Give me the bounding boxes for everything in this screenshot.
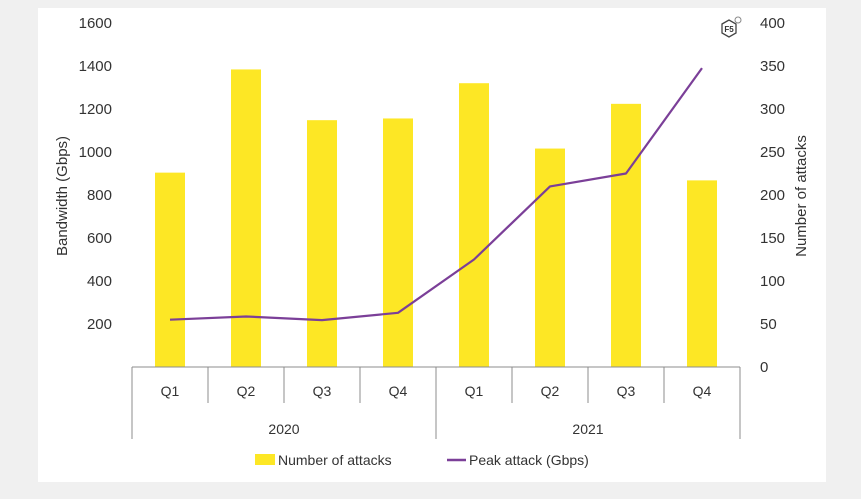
x-tick-6: Q3 xyxy=(617,383,636,399)
legend-label-line: Peak attack (Gbps) xyxy=(469,452,589,468)
bar-7 xyxy=(687,180,717,367)
legend-label-bars: Number of attacks xyxy=(278,452,392,468)
y-tick-left-0: 200 xyxy=(87,316,112,333)
y-tick-left-1: 400 xyxy=(87,273,112,290)
y-tick-right-7: 350 xyxy=(760,58,785,75)
y-tick-left-3: 800 xyxy=(87,187,112,204)
x-tick-0: Q1 xyxy=(161,383,180,399)
bar-5 xyxy=(535,148,565,367)
x-tick-5: Q2 xyxy=(541,383,560,399)
y-tick-left-2: 600 xyxy=(87,230,112,247)
x-tick-1: Q2 xyxy=(237,383,256,399)
legend-swatch-bars xyxy=(255,454,275,465)
bar-1 xyxy=(231,69,261,367)
x-group-1: 2021 xyxy=(572,421,603,437)
bar-0 xyxy=(155,172,185,367)
x-tick-2: Q3 xyxy=(313,383,332,399)
y-tick-right-4: 200 xyxy=(760,187,785,204)
line-peak-attack xyxy=(169,67,703,322)
y-tick-left-7: 1600 xyxy=(79,15,112,32)
y-axis-title-right: Number of attacks xyxy=(793,135,810,257)
y-tick-right-1: 50 xyxy=(760,316,777,333)
x-group-0: 2020 xyxy=(268,421,299,437)
bar-2 xyxy=(307,120,337,368)
f5-logo-icon: F5 xyxy=(721,16,742,38)
y-tick-right-2: 100 xyxy=(760,273,785,290)
bar-4 xyxy=(459,83,489,367)
y-tick-left-6: 1400 xyxy=(79,58,112,75)
x-tick-3: Q4 xyxy=(389,383,408,399)
x-tick-7: Q4 xyxy=(693,383,712,399)
line-layer xyxy=(169,67,703,322)
y-tick-right-6: 300 xyxy=(760,101,785,118)
bars-layer xyxy=(155,69,717,368)
x-tick-4: Q1 xyxy=(465,383,484,399)
y-tick-left-4: 1000 xyxy=(79,144,112,161)
axes-layer: 200 400 600 800 1000 1200 1400 1600 0 50 100 150 200… xyxy=(79,15,785,439)
y-tick-right-8: 400 xyxy=(760,15,785,32)
f5-logo-label: F5 xyxy=(724,25,734,34)
bar-6 xyxy=(611,103,641,367)
y-tick-right-0: 0 xyxy=(760,359,768,376)
y-tick-right-5: 250 xyxy=(760,144,785,161)
legend: Number of attacks Peak attack (Gbps) xyxy=(255,452,589,468)
bar-3 xyxy=(383,118,413,368)
y-tick-left-5: 1200 xyxy=(79,101,112,118)
y-tick-right-3: 150 xyxy=(760,230,785,247)
y-axis-title-left: Bandwidth (Gbps) xyxy=(54,136,71,256)
